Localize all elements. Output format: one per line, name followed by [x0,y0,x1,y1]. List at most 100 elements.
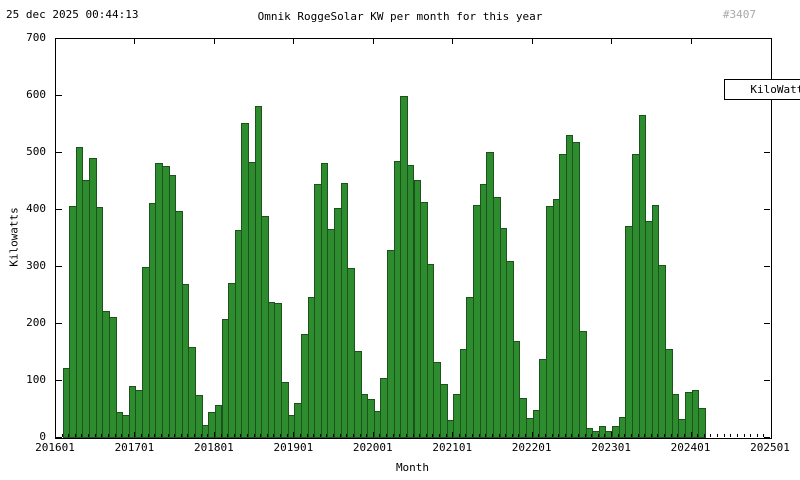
x-minor-tick [723,434,725,437]
x-tick-top-202301 [611,39,613,44]
x-minor-tick [107,434,109,437]
x-minor-tick [286,434,288,437]
x-minor-tick [591,434,593,437]
x-minor-tick [657,434,659,437]
x-minor-tick [604,434,606,437]
y-tick-label-300: 300 [26,259,46,272]
x-minor-tick [240,434,242,437]
y-tick-400 [56,209,62,210]
x-minor-tick [94,434,96,437]
y-tick-label-100: 100 [26,373,46,386]
y-tick-500 [56,152,62,153]
x-minor-tick [379,434,381,437]
x-tick-label-201601: 201601 [35,441,75,454]
x-minor-tick [756,434,758,437]
x-minor-tick [730,434,732,437]
x-minor-tick [339,434,341,437]
bar-202207 [572,141,580,438]
x-minor-tick [498,434,500,437]
x-minor-tick [465,434,467,437]
x-tick-top-201801 [213,39,215,44]
x-minor-tick [253,434,255,437]
x-minor-tick [187,434,189,437]
bar-201810 [274,303,283,438]
y-tick-label-700: 700 [26,31,46,44]
bar-201709 [188,346,197,438]
x-minor-tick [491,434,493,437]
y-tick-right-700 [764,38,770,39]
bar-202208 [579,330,587,438]
x-minor-tick [743,434,745,437]
x-minor-tick [61,434,63,437]
x-minor-tick [445,434,447,437]
x-tick-top-202101 [452,39,454,44]
bar-202402 [698,407,706,438]
x-minor-tick [736,434,738,437]
x-minor-tick [472,434,474,437]
x-minor-tick [313,434,315,437]
x-minor-tick [273,434,275,437]
x-minor-tick [180,434,182,437]
chart-title: Omnik RoggeSolar KW per month for this y… [257,10,543,23]
x-minor-tick [683,434,685,437]
x-minor-tick [584,434,586,437]
y-tick-right-300 [764,266,770,267]
x-minor-tick [478,434,480,437]
x-tick-label-202501: 202501 [750,441,790,454]
x-minor-tick [750,434,752,437]
y-tick-right-500 [764,152,770,153]
y-tick-0 [56,437,62,438]
x-minor-tick [227,434,229,437]
y-tick-label-600: 600 [26,88,46,101]
x-minor-tick [697,434,699,437]
x-minor-tick [160,434,162,437]
legend-box: KiloWatts [724,79,800,100]
x-minor-tick [147,434,149,437]
x-minor-tick [200,434,202,437]
x-minor-tick [246,434,248,437]
x-tick-202401 [690,432,692,437]
x-minor-tick [174,434,176,437]
x-minor-tick [127,434,129,437]
x-minor-tick [220,434,222,437]
bar-202310 [671,394,680,438]
x-minor-tick [359,434,361,437]
y-tick-200 [56,323,62,324]
x-minor-tick [405,434,407,437]
x-minor-tick [101,434,103,437]
x-tick-label-201901: 201901 [273,441,314,454]
y-tick-right-400 [764,209,770,210]
x-minor-tick [544,434,546,437]
bar-202309 [665,348,673,438]
x-minor-tick [121,434,123,437]
y-tick-label-0: 0 [39,430,46,443]
x-tick-label-201701: 201701 [114,441,155,454]
x-tick-202301 [611,432,613,437]
x-minor-tick [664,434,666,437]
y-tick-label-500: 500 [26,145,46,158]
bar-202011 [439,383,448,438]
x-minor-tick [644,434,646,437]
x-minor-tick [333,434,335,437]
y-tick-right-0 [764,437,770,438]
x-minor-tick [299,434,301,437]
x-axis-label: Month [395,461,430,474]
y-tick-label-400: 400 [26,202,46,215]
x-minor-tick [518,434,520,437]
y-tick-right-200 [764,323,770,324]
x-minor-tick [703,434,705,437]
x-tick-label-202001: 202001 [352,441,393,454]
x-minor-tick [710,434,712,437]
bar-201811 [281,382,289,438]
x-tick-201901 [293,432,295,437]
render-datetime: 25 dec 2025 00:44:13 [6,8,139,21]
x-minor-tick [74,434,76,437]
y-tick-label-200: 200 [26,316,46,329]
x-tick-202001 [372,432,374,437]
x-minor-tick [207,434,209,437]
bar-202110 [512,340,521,438]
x-tick-201701 [134,432,136,437]
x-minor-tick [458,434,460,437]
bar-202009 [426,263,435,438]
